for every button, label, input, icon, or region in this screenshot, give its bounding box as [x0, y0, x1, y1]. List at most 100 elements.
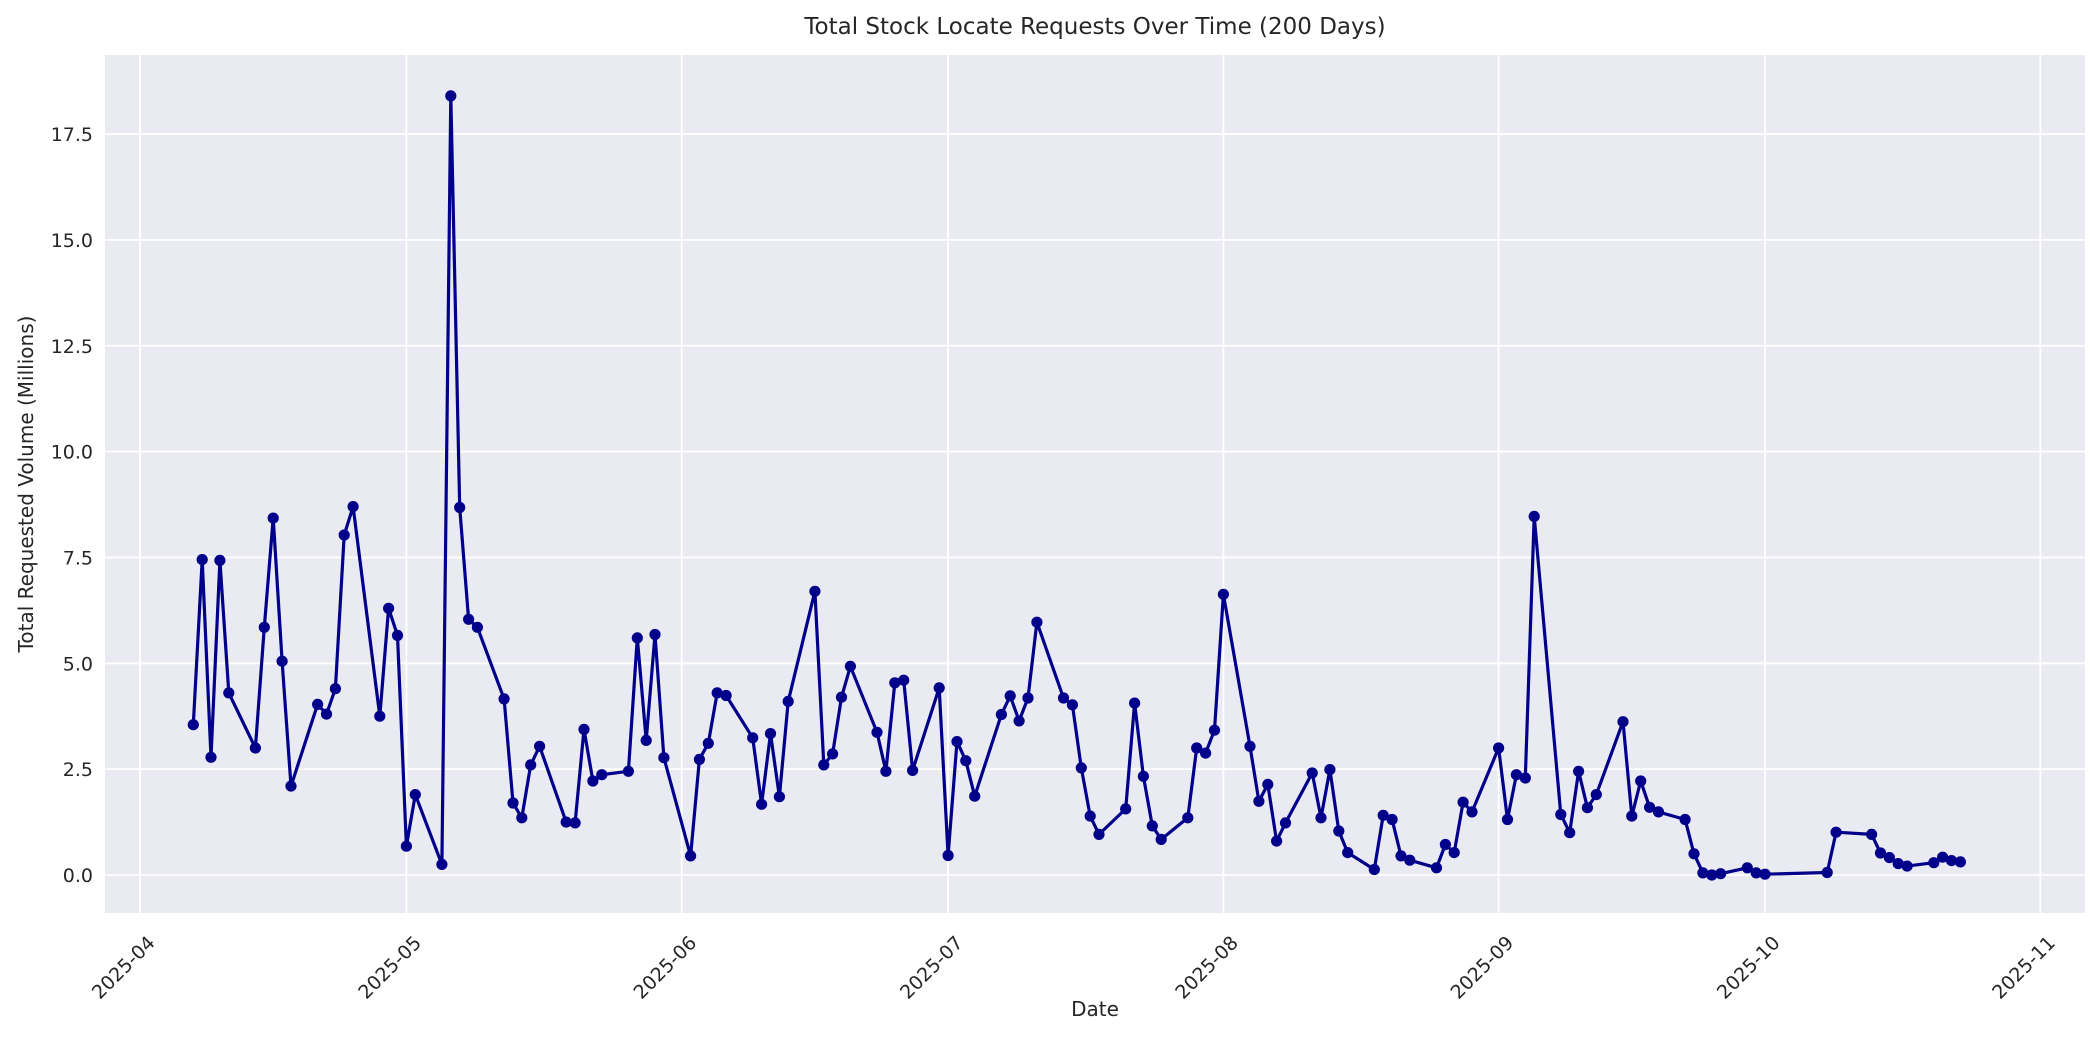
data-point: [1581, 802, 1593, 814]
x-tick-label: 2025-06: [630, 932, 702, 1004]
data-point: [773, 791, 786, 803]
data-point: [1439, 838, 1451, 851]
data-point: [747, 732, 759, 744]
data-point: [711, 687, 723, 699]
data-point: [569, 817, 581, 829]
data-point: [1564, 827, 1576, 839]
data-point: [889, 677, 901, 689]
data-point: [1688, 848, 1700, 860]
data-point: [1120, 803, 1132, 815]
y-tick-label: 10.0: [51, 442, 93, 464]
data-point: [1004, 690, 1016, 702]
data-point: [640, 734, 652, 747]
data-point: [285, 780, 297, 792]
data-point: [1830, 826, 1842, 838]
data-point: [436, 858, 448, 871]
data-point: [498, 693, 510, 705]
data-point: [1368, 863, 1380, 876]
x-tick-label: 2025-08: [1171, 932, 1243, 1004]
data-point: [534, 740, 546, 752]
data-point: [631, 632, 643, 644]
data-point: [1200, 747, 1212, 759]
data-point: [187, 719, 199, 731]
data-point: [1945, 855, 1958, 867]
data-point: [1262, 778, 1274, 791]
data-point: [347, 501, 359, 513]
data-point: [622, 765, 635, 777]
data-point: [1555, 808, 1567, 821]
data-point: [471, 621, 483, 633]
data-point: [1679, 813, 1691, 826]
data-point: [1324, 764, 1336, 776]
data-point: [383, 602, 395, 614]
data-point: [1093, 828, 1105, 841]
y-tick-label: 0.0: [63, 865, 93, 887]
y-tick-label: 15.0: [51, 230, 93, 252]
data-point: [1022, 692, 1034, 704]
x-tick-label: 2025-10: [1713, 932, 1785, 1004]
x-tick-label: 2025-05: [354, 932, 426, 1004]
data-point: [1928, 857, 1940, 869]
data-point: [1493, 742, 1505, 754]
data-point: [827, 748, 839, 760]
data-point: [1448, 847, 1460, 859]
data-point: [276, 655, 288, 667]
data-point: [1590, 789, 1602, 801]
data-point: [1342, 847, 1354, 859]
data-point: [205, 751, 217, 763]
data-point: [312, 698, 324, 711]
data-point: [329, 683, 341, 695]
data-point: [1395, 850, 1407, 862]
data-point: [1635, 775, 1647, 787]
data-point: [1457, 796, 1469, 808]
data-point: [1821, 866, 1833, 879]
data-point: [1386, 813, 1398, 826]
data-point: [249, 742, 261, 754]
data-point: [1306, 767, 1318, 779]
data-point: [764, 728, 777, 740]
data-point: [1644, 801, 1656, 813]
data-point: [1315, 812, 1327, 824]
data-point: [907, 764, 919, 777]
data-point: [525, 759, 537, 771]
data-point: [214, 554, 226, 567]
data-point: [1182, 812, 1194, 824]
data-point: [1031, 616, 1043, 628]
data-point: [196, 554, 208, 566]
data-point: [1626, 810, 1638, 822]
data-point: [1501, 813, 1514, 826]
data-point: [809, 585, 821, 597]
y-tick-label: 12.5: [51, 336, 93, 358]
data-point: [1750, 867, 1762, 879]
data-point: [871, 726, 883, 738]
data-point: [649, 628, 661, 641]
data-point: [1901, 860, 1913, 872]
data-point: [1715, 868, 1727, 880]
x-tick-label: 2025-04: [88, 932, 160, 1004]
data-point: [1208, 724, 1221, 736]
data-point: [1191, 742, 1203, 754]
data-point: [960, 755, 972, 767]
data-point: [1652, 806, 1665, 818]
data-point: [391, 629, 404, 642]
data-point: [400, 840, 412, 852]
data-point: [463, 613, 475, 625]
data-point: [320, 708, 333, 720]
data-point: [374, 710, 386, 722]
y-tick-label: 7.5: [63, 547, 93, 569]
data-point: [818, 759, 830, 771]
data-point: [1706, 869, 1718, 881]
data-point: [409, 789, 421, 801]
data-point: [1253, 795, 1265, 807]
plot-area: [105, 55, 2085, 913]
data-point: [516, 812, 528, 824]
data-point: [693, 753, 706, 766]
data-point: [596, 769, 608, 781]
data-point: [1697, 867, 1709, 879]
data-point: [1137, 770, 1149, 782]
data-point: [720, 689, 732, 702]
data-point: [1146, 820, 1158, 832]
data-point: [1883, 852, 1895, 864]
y-axis-label: Total Requested Volume (Millions): [14, 316, 38, 654]
data-point: [258, 621, 270, 633]
